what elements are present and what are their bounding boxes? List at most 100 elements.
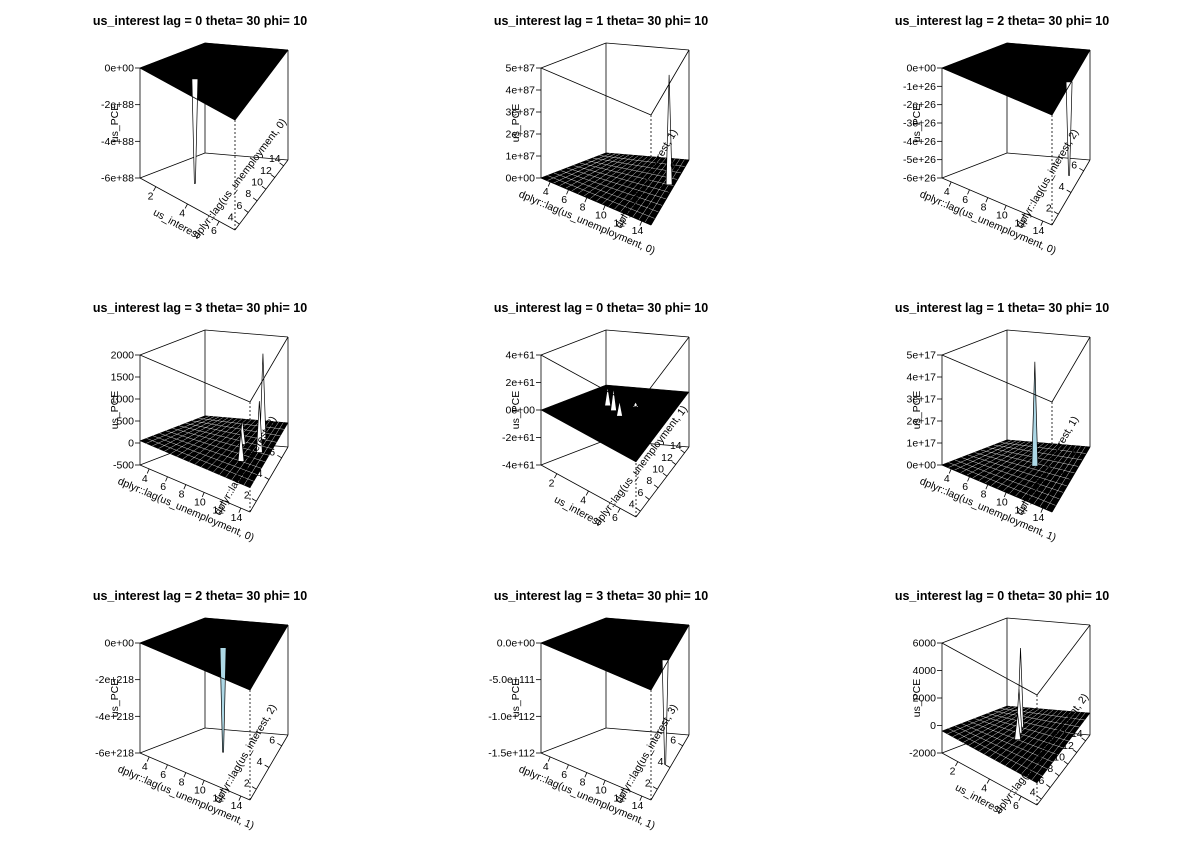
y-tick-label: 6 bbox=[269, 446, 275, 458]
x-tick-label: 8 bbox=[981, 202, 987, 214]
z-tick-label: 1000 bbox=[111, 394, 135, 406]
plot-panel-7: us_interest lag = 2 theta= 30 phi= 10 0e… bbox=[0, 575, 400, 862]
surface-spike bbox=[255, 401, 263, 453]
box-edge bbox=[941, 67, 1053, 116]
mesh-line bbox=[165, 430, 266, 462]
box-edge bbox=[540, 329, 607, 356]
z-tick-label: 0e+00 bbox=[105, 638, 135, 650]
mesh-line bbox=[961, 457, 1064, 493]
x-tick bbox=[1040, 507, 1044, 513]
x-tick bbox=[985, 484, 989, 490]
mesh-line bbox=[159, 433, 262, 469]
persp-plot-svg: 0e+00 -1e+26 -2e+26 -3e+26 -4e+26 -5e+26 -6e+2… bbox=[903, 42, 1091, 257]
surface-spike bbox=[661, 659, 669, 765]
surface-spike bbox=[665, 74, 673, 186]
y-tick-label: 10 bbox=[251, 177, 263, 189]
y-tick-label: 2 bbox=[244, 778, 250, 790]
x-tick bbox=[184, 203, 188, 209]
y-tick bbox=[1066, 189, 1072, 193]
z-axis-label: us_PCE bbox=[911, 391, 923, 430]
box-edge bbox=[540, 642, 652, 691]
z-tick-label: -2e+218 bbox=[95, 674, 134, 686]
mesh-line bbox=[560, 170, 663, 206]
y-tick bbox=[252, 197, 258, 202]
x-tick bbox=[602, 780, 606, 786]
persp-plot-svg: 0e+00-2e+218-4e+218-6e+218us_PCE46810121… bbox=[95, 617, 289, 832]
box-edge bbox=[204, 42, 289, 51]
x-tick-label: 4 bbox=[543, 186, 549, 198]
y-tick bbox=[1063, 760, 1069, 765]
surface-spike bbox=[259, 353, 267, 440]
box-edge bbox=[540, 42, 607, 69]
plot-title: us_interest lag = 2 theta= 30 phi= 10 bbox=[92, 589, 308, 603]
box-edge bbox=[204, 727, 289, 736]
x-tick-label: 6 bbox=[211, 225, 217, 237]
y-tick-label: 4 bbox=[1059, 181, 1065, 193]
box-edge bbox=[1036, 624, 1091, 696]
z-tick-label: 0 bbox=[128, 438, 134, 450]
y-tick bbox=[645, 496, 650, 500]
y-tick-label: 14 bbox=[670, 440, 682, 452]
y-tick-label: 4 bbox=[629, 499, 635, 511]
x-tick-label: 4 bbox=[142, 473, 148, 485]
box-edge bbox=[139, 354, 251, 403]
box-edge bbox=[1036, 734, 1091, 806]
box-edge bbox=[605, 617, 690, 626]
x-tick bbox=[985, 197, 989, 203]
y-tick bbox=[264, 764, 270, 768]
surface-spike bbox=[191, 78, 199, 184]
x-tick-label: 6 bbox=[160, 481, 166, 493]
z-tick-label: 3e+87 bbox=[506, 107, 536, 119]
y-tick-label: 6 bbox=[1071, 446, 1077, 458]
box-edge bbox=[941, 329, 1008, 356]
y-tick bbox=[264, 476, 270, 480]
y-tick-label: 4 bbox=[257, 468, 263, 480]
box-edge bbox=[1051, 49, 1091, 116]
surface-spike bbox=[1065, 81, 1073, 176]
x-tick bbox=[948, 181, 952, 187]
y-tick bbox=[279, 162, 284, 167]
box-edge bbox=[635, 446, 690, 518]
x-tick-label: 12 bbox=[613, 217, 625, 229]
y-tick bbox=[636, 507, 641, 512]
plot-title: us_interest lag = 2 theta= 30 phi= 10 bbox=[894, 14, 1110, 28]
x-tick-label: 14 bbox=[632, 225, 644, 237]
box-edge bbox=[1051, 336, 1091, 403]
plot-title: us_interest lag = 1 theta= 30 phi= 10 bbox=[493, 14, 709, 28]
z-tick-label: 4000 bbox=[913, 665, 937, 677]
x-tick-label: 6 bbox=[612, 512, 618, 524]
mesh-line bbox=[967, 454, 1068, 487]
x-tick bbox=[1018, 796, 1022, 801]
y-tick bbox=[662, 472, 668, 477]
z-tick-label: -4e+26 bbox=[903, 136, 936, 148]
box-edge bbox=[650, 624, 690, 691]
x-tick bbox=[639, 795, 643, 801]
z-tick-label: 0e+00 bbox=[907, 460, 937, 472]
z-axis-label: us_PCE bbox=[510, 391, 522, 430]
plot-title: us_interest lag = 3 theta= 30 phi= 10 bbox=[92, 301, 308, 315]
plot-panel-3: us_interest lag = 2 theta= 30 phi= 10 0e… bbox=[802, 0, 1202, 287]
box-edge bbox=[1006, 329, 1091, 338]
box-edge bbox=[605, 42, 690, 51]
plot-panel-5: us_interest lag = 0 theta= 30 phi= 10 4e… bbox=[401, 287, 801, 574]
persp-plot-svg: 2000150010005000-500us_PCE468101214dplyr… bbox=[109, 329, 289, 544]
plot-panel-9: us_interest lag = 0 theta= 30 phi= 10 60… bbox=[802, 575, 1202, 862]
mesh-line bbox=[586, 160, 678, 180]
box-edge bbox=[249, 624, 289, 691]
box-edge bbox=[605, 727, 690, 736]
box-edge bbox=[941, 42, 1008, 69]
box-edge bbox=[540, 727, 607, 754]
y-tick bbox=[665, 764, 671, 768]
y-tick-label: 6 bbox=[670, 734, 676, 746]
x-tick bbox=[584, 197, 588, 203]
x-tick-label: 8 bbox=[179, 777, 185, 789]
x-tick-label: 14 bbox=[231, 800, 243, 812]
y-tick-label: 12 bbox=[260, 165, 272, 177]
z-axis-label: us_PCE bbox=[911, 679, 923, 718]
z-tick-label: -1.5e+112 bbox=[488, 748, 535, 760]
x-tick-label: 4 bbox=[944, 186, 950, 198]
x-tick bbox=[1040, 220, 1044, 226]
x-tick-label: 6 bbox=[561, 769, 567, 781]
box-edge bbox=[540, 617, 607, 644]
z-tick-label: -6e+88 bbox=[101, 173, 134, 185]
